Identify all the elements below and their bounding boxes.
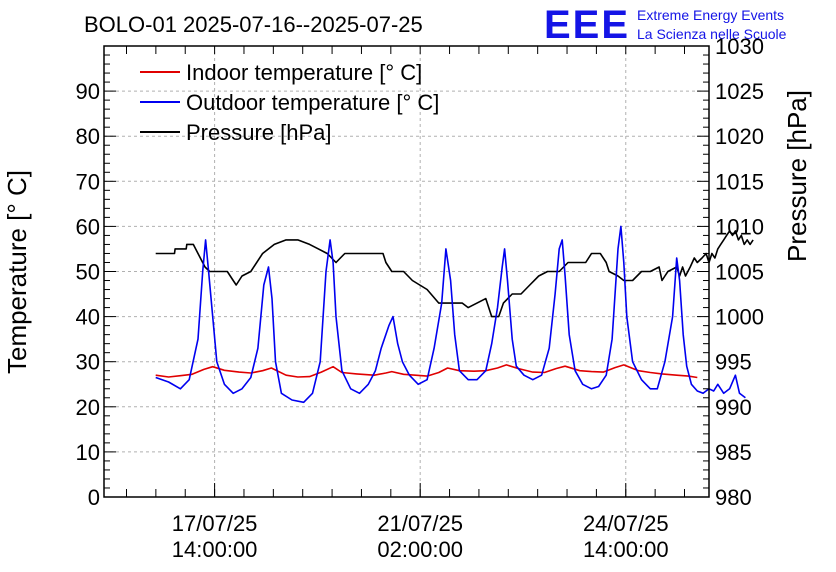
eee-logo: EEE Extreme Energy Events La Scienza nel…: [544, 3, 787, 47]
series-lines: [155, 225, 754, 404]
y2-tick-label: 980: [715, 485, 752, 510]
x-tick-label-date: 24/07/25: [583, 511, 669, 536]
y-tick-label: 20: [76, 395, 100, 420]
legend-entry-indoor-label: Indoor temperature [° C]: [186, 60, 422, 85]
legend-entry-pressure-label: Pressure [hPa]: [186, 120, 332, 145]
y2-tick-label: 985: [715, 440, 752, 465]
x-tick-label-date: 21/07/25: [377, 511, 463, 536]
x-tick-label-time: 02:00:00: [377, 537, 463, 562]
y-tick-label: 30: [76, 350, 100, 375]
y-tick-label: 70: [76, 169, 100, 194]
axes: 0102030405060708090980985990995100010051…: [76, 34, 764, 562]
x-tick-label-date: 17/07/25: [172, 511, 258, 536]
legend-entry-outdoor-label: Outdoor temperature [° C]: [186, 90, 439, 115]
y-axis-title: Temperature [° C]: [2, 170, 32, 374]
y2-axis-title: Pressure [hPa]: [782, 90, 812, 262]
y2-tick-label: 1000: [715, 305, 764, 330]
y2-tick-label: 1025: [715, 79, 764, 104]
y2-tick-label: 995: [715, 350, 752, 375]
y2-tick-label: 990: [715, 395, 752, 420]
logo-line2: La Scienza nelle Scuole: [637, 26, 787, 42]
y2-tick-label: 1020: [715, 124, 764, 149]
y-tick-label: 0: [88, 485, 100, 510]
grid-lines: [104, 46, 709, 497]
logo-line1: Extreme Energy Events: [637, 7, 784, 23]
chart-title: BOLO-01 2025-07-16--2025-07-25: [84, 12, 423, 37]
y-tick-label: 80: [76, 124, 100, 149]
y2-tick-label: 1005: [715, 260, 764, 285]
y2-tick-label: 1030: [715, 34, 764, 59]
y-tick-label: 50: [76, 260, 100, 285]
y-tick-label: 90: [76, 79, 100, 104]
y2-tick-label: 1015: [715, 169, 764, 194]
logo-letters: EEE: [544, 3, 630, 47]
outdoor-temperature-line: [155, 225, 746, 404]
x-tick-label-time: 14:00:00: [172, 537, 258, 562]
y-tick-label: 60: [76, 214, 100, 239]
y-tick-label: 10: [76, 440, 100, 465]
legend: Indoor temperature [° C] Outdoor temperat…: [140, 60, 439, 145]
x-tick-label-time: 14:00:00: [583, 537, 669, 562]
y-tick-label: 40: [76, 305, 100, 330]
pressure-line: [155, 230, 754, 318]
y2-tick-label: 1010: [715, 214, 764, 239]
